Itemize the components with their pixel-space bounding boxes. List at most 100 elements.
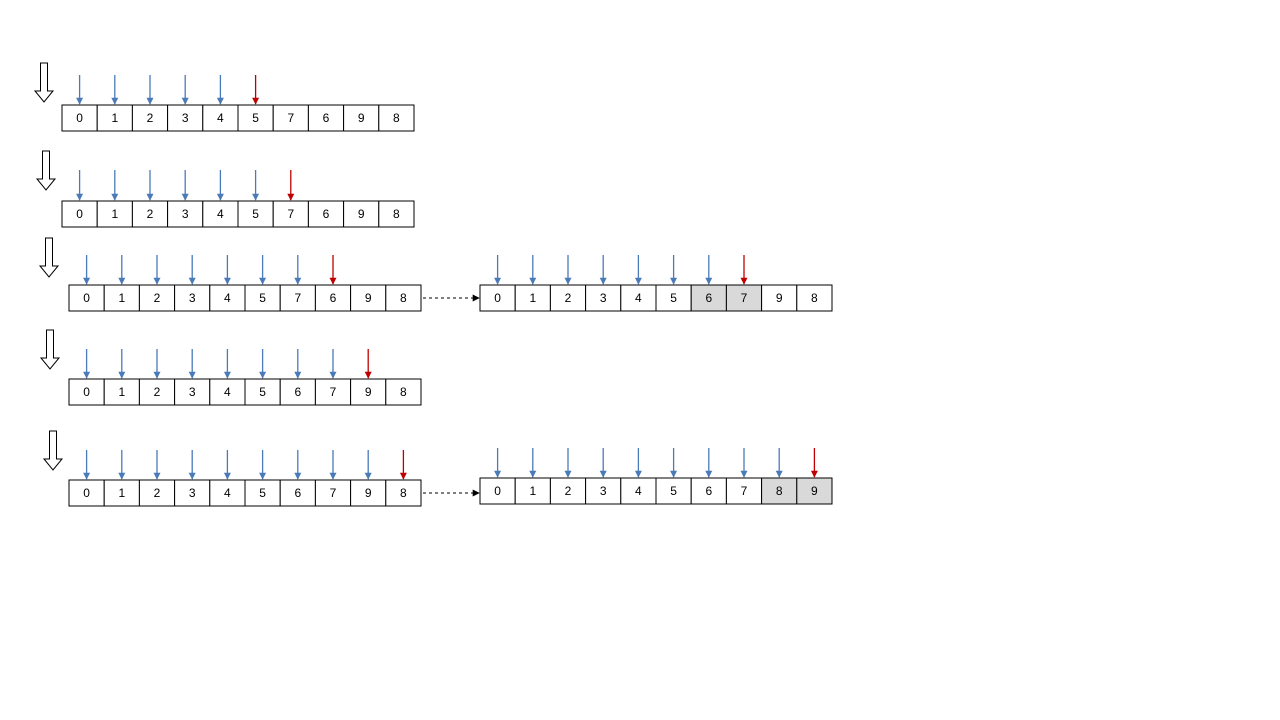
array-cell bbox=[61, 200, 98, 228]
array-cell-value: 5 bbox=[259, 486, 266, 500]
array-cell bbox=[174, 378, 211, 406]
array-cell bbox=[272, 200, 309, 228]
array-cell-value: 4 bbox=[635, 484, 642, 498]
array-cell-value: 8 bbox=[776, 484, 783, 498]
array-cell-value: 2 bbox=[147, 111, 154, 125]
array-cell-value: 5 bbox=[259, 385, 266, 399]
step-1-array: 0 1 2 3 4 5 7 6 9 8 bbox=[61, 75, 415, 132]
step-5-result-array: 0 1 2 3 4 5 6 7 8 9 bbox=[479, 448, 833, 505]
array-cell-value: 4 bbox=[224, 486, 231, 500]
array-cell bbox=[655, 284, 692, 312]
array-cell-value: 5 bbox=[252, 111, 259, 125]
array-cell-value: 5 bbox=[259, 291, 266, 305]
array-cell-value: 5 bbox=[670, 484, 677, 498]
array-cell bbox=[314, 284, 352, 312]
array-cell-value: 0 bbox=[76, 207, 83, 221]
array-cell-value: 4 bbox=[224, 385, 231, 399]
array-cell bbox=[174, 479, 211, 507]
array-cell bbox=[174, 284, 211, 312]
array-cell-value: 7 bbox=[330, 385, 337, 399]
array-cell-value: 3 bbox=[189, 486, 196, 500]
array-cell-value: 3 bbox=[182, 111, 189, 125]
array-cell bbox=[350, 378, 387, 406]
array-cell bbox=[237, 104, 274, 132]
array-cell bbox=[103, 479, 140, 507]
array-cell bbox=[68, 479, 105, 507]
array-cell bbox=[655, 477, 692, 505]
array-cell-value: 7 bbox=[287, 207, 294, 221]
array-cell-value: 9 bbox=[365, 486, 372, 500]
array-cell bbox=[314, 479, 352, 507]
array-cell-value: 0 bbox=[76, 111, 83, 125]
array-cell-value: 1 bbox=[111, 207, 118, 221]
array-cell bbox=[307, 200, 345, 228]
array-cell-value: 0 bbox=[83, 486, 90, 500]
array-cell-value: 1 bbox=[118, 486, 125, 500]
array-cell-value: 6 bbox=[330, 291, 337, 305]
array-cell-value: 7 bbox=[741, 291, 748, 305]
array-cell bbox=[385, 378, 422, 406]
array-cell-value: 9 bbox=[365, 385, 372, 399]
array-cell bbox=[202, 104, 239, 132]
array-cell-highlighted bbox=[796, 477, 833, 505]
array-cell-value: 2 bbox=[147, 207, 154, 221]
array-cell bbox=[61, 104, 98, 132]
array-cell bbox=[585, 284, 622, 312]
array-cell-value: 7 bbox=[330, 486, 337, 500]
array-cell bbox=[378, 104, 415, 132]
array-cell-value: 4 bbox=[217, 111, 224, 125]
step-4-array: 0 1 2 3 4 5 6 7 9 8 bbox=[68, 349, 422, 406]
array-cell bbox=[385, 284, 422, 312]
array-cell-value: 9 bbox=[365, 291, 372, 305]
step-3-array: 0 1 2 3 4 5 7 6 9 8 bbox=[68, 255, 422, 312]
array-cell-value: 4 bbox=[224, 291, 231, 305]
array-cell-value: 7 bbox=[741, 484, 748, 498]
array-cell bbox=[796, 284, 833, 312]
array-cell bbox=[244, 284, 281, 312]
array-cell bbox=[343, 104, 380, 132]
array-cell-value: 7 bbox=[287, 111, 294, 125]
array-cell-value: 8 bbox=[393, 111, 400, 125]
array-cell-value: 8 bbox=[400, 486, 407, 500]
array-cell bbox=[131, 104, 169, 132]
step-down-arrow-icon bbox=[35, 150, 57, 191]
array-cell-value: 3 bbox=[600, 291, 607, 305]
array-cell bbox=[138, 378, 176, 406]
array-cell-value: 4 bbox=[217, 207, 224, 221]
step-down-arrow-icon bbox=[39, 329, 61, 370]
array-cell-value: 5 bbox=[252, 207, 259, 221]
array-cell-value: 8 bbox=[393, 207, 400, 221]
array-cell bbox=[103, 378, 140, 406]
step-down-arrow-icon bbox=[33, 62, 55, 103]
array-cell bbox=[138, 479, 176, 507]
array-cell-value: 9 bbox=[811, 484, 818, 498]
array-cell-value: 2 bbox=[565, 291, 572, 305]
array-cell-value: 6 bbox=[705, 484, 712, 498]
array-cell-value: 1 bbox=[529, 484, 536, 498]
array-cell-value: 0 bbox=[83, 291, 90, 305]
array-cell bbox=[209, 479, 246, 507]
array-cell bbox=[549, 477, 587, 505]
array-cell-value: 7 bbox=[294, 291, 301, 305]
array-cell-value: 6 bbox=[705, 291, 712, 305]
step-5-array: 0 1 2 3 4 5 6 7 9 8 bbox=[68, 450, 422, 507]
array-cell-value: 3 bbox=[189, 291, 196, 305]
array-cell-value: 9 bbox=[358, 111, 365, 125]
array-cell-value: 6 bbox=[323, 111, 330, 125]
array-cell-value: 1 bbox=[118, 385, 125, 399]
array-cell-value: 1 bbox=[111, 111, 118, 125]
array-cell-value: 8 bbox=[400, 291, 407, 305]
array-cell bbox=[385, 479, 422, 507]
step-down-arrow-icon bbox=[42, 430, 64, 471]
array-cell bbox=[350, 479, 387, 507]
array-cell-value: 0 bbox=[494, 291, 501, 305]
array-cell bbox=[209, 284, 246, 312]
array-cell-value: 9 bbox=[358, 207, 365, 221]
array-cell-value: 2 bbox=[154, 486, 161, 500]
step-3-result-array: 0 1 2 3 4 5 6 7 9 8 bbox=[479, 255, 833, 312]
array-cell bbox=[620, 284, 657, 312]
array-cell-value: 8 bbox=[811, 291, 818, 305]
array-cell bbox=[272, 104, 309, 132]
array-cell bbox=[279, 378, 316, 406]
